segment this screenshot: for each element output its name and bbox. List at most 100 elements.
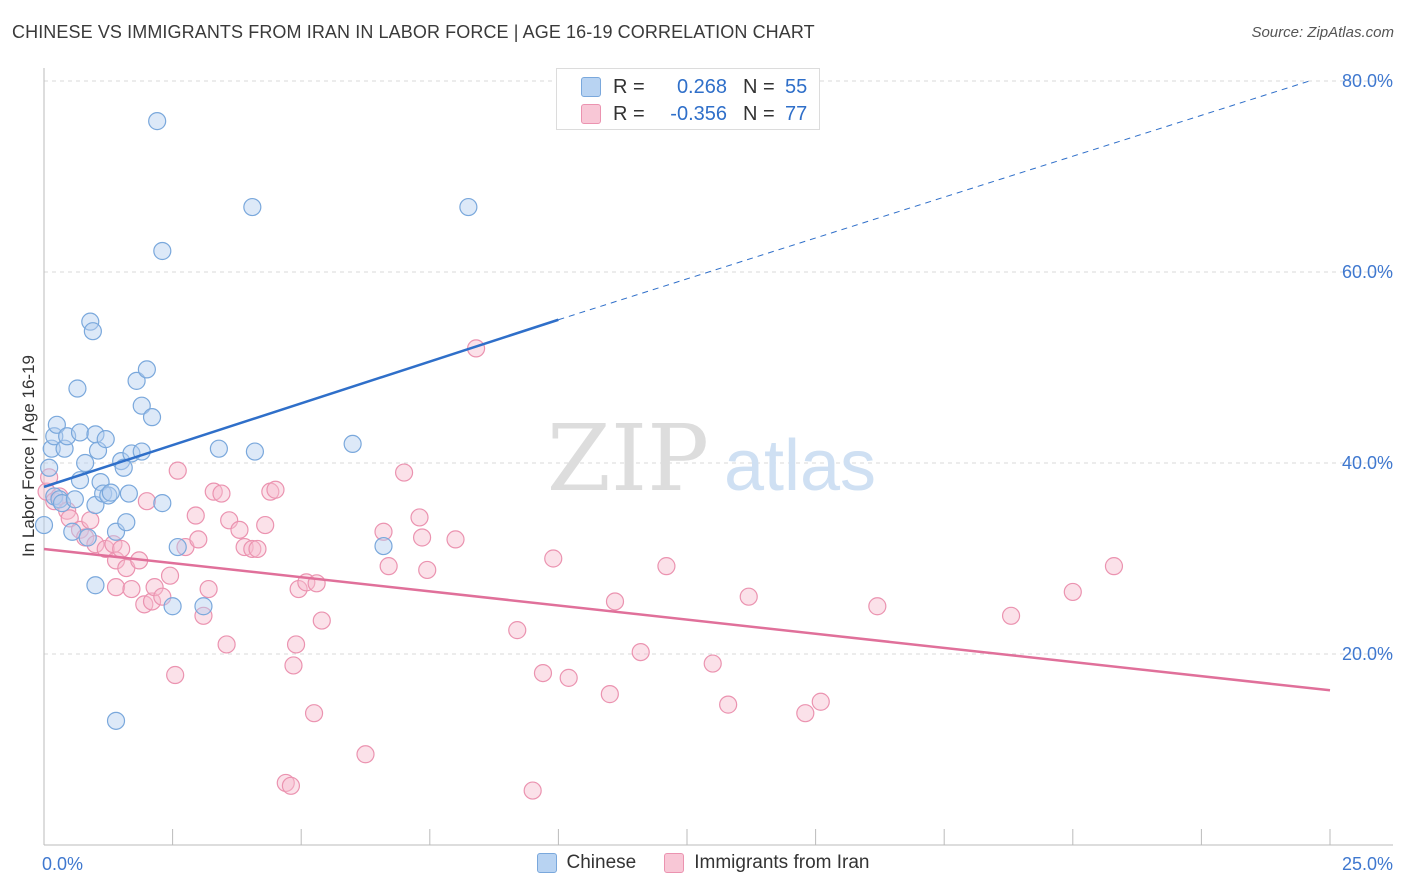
chinese-point-29 <box>106 711 126 730</box>
gridlines <box>44 80 1393 655</box>
tick-labels: 20.0% 40.0% 60.0% 80.0% 0.0% 25.0% <box>42 71 1393 874</box>
iran-point-70 <box>719 695 738 714</box>
iran-point-77 <box>1104 557 1124 576</box>
chinese-point-12 <box>68 379 87 398</box>
iran-point-13 <box>106 578 126 597</box>
iran-trend-line <box>43 547 1331 692</box>
n-value-iran: 77 <box>785 102 808 125</box>
iran-point-41 <box>266 480 285 499</box>
chinese-point-15 <box>76 453 95 473</box>
iran-point-25 <box>168 461 187 480</box>
chinese-point-40 <box>148 112 167 131</box>
iran-point-68 <box>657 557 676 576</box>
iran-point-52 <box>374 522 393 541</box>
iran-point-69 <box>703 654 722 673</box>
chinese-point-51 <box>459 197 478 217</box>
iran-point-35 <box>230 520 249 539</box>
iran-point-37 <box>243 539 262 559</box>
chinese-point-10 <box>63 522 82 541</box>
iran-point-43 <box>281 776 301 795</box>
iran-point-62 <box>533 663 553 683</box>
chinese-point-47 <box>243 197 262 217</box>
iran-swatch <box>581 104 601 124</box>
chinese-point-5 <box>47 415 66 434</box>
n-label: N = <box>743 102 775 125</box>
legend-label-iran: Immigrants from Iran <box>694 852 870 873</box>
iran-point-39 <box>256 515 275 535</box>
chinese-point-32 <box>117 513 136 532</box>
chinese-point-39 <box>142 408 162 427</box>
y-tick-label-80: 80.0% <box>1342 71 1393 91</box>
n-label: N = <box>743 75 775 98</box>
iran-point-19 <box>137 492 156 511</box>
iran-point-8 <box>81 511 100 530</box>
iran-point-23 <box>160 566 180 585</box>
chinese-point-20 <box>86 576 105 595</box>
y-tick-label-60: 60.0% <box>1342 262 1393 282</box>
chinese-point-43 <box>163 597 182 616</box>
iran-point-45 <box>286 635 306 654</box>
iran-point-74 <box>868 597 887 616</box>
iran-point-72 <box>796 704 815 723</box>
stats-row-chinese: R = 0.268 N = 55 <box>581 73 807 101</box>
legend-item-iran[interactable]: Immigrants from Iran <box>664 852 869 874</box>
watermark: ZIP atlas <box>547 405 876 512</box>
legend-item-chinese[interactable]: Chinese <box>536 852 637 874</box>
chinese-point-44 <box>168 537 187 557</box>
iran-point-38 <box>248 539 267 559</box>
chart-title: CHINESE VS IMMIGRANTS FROM IRAN IN LABOR… <box>12 22 815 42</box>
chinese-point-25 <box>96 430 115 449</box>
chinese-point-45 <box>194 597 213 616</box>
chinese-point-0 <box>34 515 54 535</box>
iran-point-67 <box>631 642 650 662</box>
chinese-point-16 <box>78 528 97 547</box>
stats-row-iran: R = -0.356 N = 77 <box>581 100 807 128</box>
iran-point-24 <box>166 665 185 685</box>
iran-point-64 <box>559 668 578 687</box>
watermark-atlas: atlas <box>724 426 876 506</box>
iran-point-71 <box>739 587 758 606</box>
iran-point-57 <box>418 560 437 580</box>
chinese-point-50 <box>374 536 393 556</box>
chinese-point-26 <box>99 486 118 505</box>
chinese-point-46 <box>209 439 228 458</box>
r-label: R = <box>613 102 645 125</box>
y-tick-label-20: 20.0% <box>1342 644 1393 664</box>
chinese-legend-swatch <box>536 853 557 873</box>
iran-point-73 <box>811 692 830 711</box>
iran-point-21 <box>145 578 164 597</box>
chinese-swatch <box>581 77 601 97</box>
iran-point-30 <box>199 579 218 599</box>
trend-lines <box>43 80 1331 692</box>
r-label: R = <box>613 75 645 98</box>
r-value-iran: -0.356 <box>670 102 727 125</box>
iran-point-42 <box>276 773 295 793</box>
iran-point-65 <box>600 685 619 704</box>
legend-label-chinese: Chinese <box>566 852 637 873</box>
iran-point-14 <box>112 539 131 559</box>
r-value-chinese: 0.268 <box>676 75 727 98</box>
iran-point-27 <box>186 506 205 525</box>
stats-legend-box: R = 0.268 N = 55 R = -0.356 N = 77 <box>556 68 820 130</box>
iran-point-63 <box>544 549 563 568</box>
y-tick-label-40: 40.0% <box>1342 453 1393 473</box>
iran-legend-swatch <box>664 853 685 873</box>
chinese-point-33 <box>119 484 138 503</box>
chinese-point-49 <box>343 434 362 453</box>
iran-point-5 <box>60 509 79 528</box>
iran-point-54 <box>394 463 414 482</box>
iran-point-53 <box>379 557 398 576</box>
n-value-chinese: 55 <box>785 75 808 98</box>
chinese-trend-line <box>43 318 559 489</box>
chinese-point-42 <box>153 241 172 261</box>
iran-point-76 <box>1063 582 1082 602</box>
chinese-point-11 <box>65 490 84 509</box>
chinese-point-41 <box>153 494 172 513</box>
iran-point-50 <box>312 611 331 630</box>
source-credit: Source: ZipAtlas.com <box>1251 24 1394 41</box>
axes <box>43 68 1393 846</box>
chinese-point-38 <box>137 360 156 379</box>
iran-point-28 <box>189 530 208 549</box>
iran-point-58 <box>446 530 465 549</box>
